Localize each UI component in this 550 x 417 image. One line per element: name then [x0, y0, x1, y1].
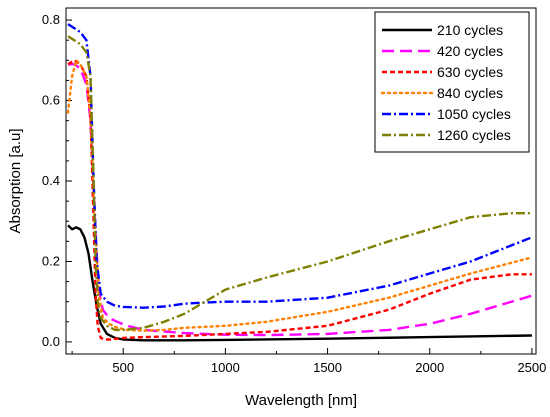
- x-tick-label: 2500: [517, 360, 546, 375]
- y-tick-label: 0.6: [42, 93, 60, 108]
- legend-label-2: 420 cycles: [437, 43, 503, 59]
- legend-label-3: 630 cycles: [437, 64, 503, 80]
- y-tick-label: 0.8: [42, 12, 60, 27]
- series-line-4: [66, 59, 534, 332]
- series-line-6: [67, 35, 532, 332]
- legend-label-5: 1050 cycles: [437, 106, 511, 122]
- x-tick-label: 1500: [313, 360, 342, 375]
- y-axis-title: Absorption [a.u]: [7, 128, 24, 233]
- legend-box: [374, 11, 530, 153]
- x-axis-title: Wavelength [nm]: [245, 392, 357, 409]
- legend-label-1: 210 cycles: [437, 22, 503, 38]
- x-tick-label: 500: [112, 360, 134, 375]
- y-tick-label: 0.0: [42, 334, 60, 349]
- x-tick-label: 1000: [211, 360, 240, 375]
- legend: 210 cycles 420 cycles 630 cycles 840 cycles…: [374, 11, 530, 153]
- series-layer: [66, 23, 534, 342]
- series-line-1: [67, 224, 532, 342]
- y-tick-label: 0.2: [42, 253, 60, 268]
- y-axis-ticks: 0.0 0.2 0.4 0.6 0.8: [42, 12, 72, 349]
- x-axis-ticks: 500 1000 1500 2000 2500: [71, 348, 546, 375]
- legend-label-4: 840 cycles: [437, 85, 503, 101]
- x-tick-label: 2000: [415, 360, 444, 375]
- y-tick-label: 0.4: [42, 173, 60, 188]
- legend-label-6: 1260 cycles: [437, 127, 511, 143]
